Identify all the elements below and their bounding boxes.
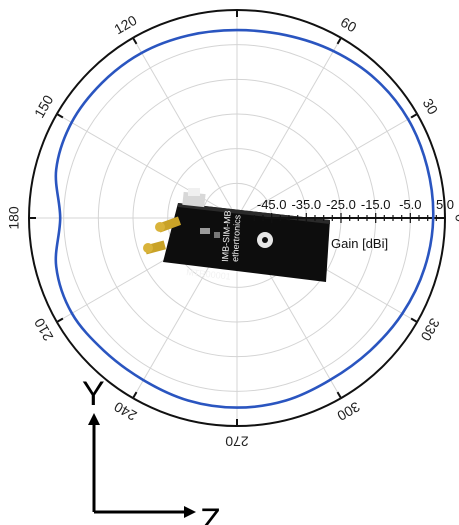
angle-label: 270 xyxy=(225,433,249,449)
angle-label: 150 xyxy=(31,92,57,120)
angle-label: 240 xyxy=(111,399,139,425)
angle-tick xyxy=(336,391,342,399)
angle-tick xyxy=(410,113,418,119)
angle-label: 300 xyxy=(334,399,362,425)
grid-spoke xyxy=(132,37,238,219)
radial-tick-label: -35.0 xyxy=(291,197,321,212)
grid-spoke xyxy=(236,113,418,219)
radial-tick-label: -15.0 xyxy=(361,197,391,212)
radial-tick-label: -45.0 xyxy=(257,197,287,212)
pcb-small-text: IMB-SIM-MB xyxy=(220,210,233,262)
angle-label: 0 xyxy=(452,214,459,222)
angle-label: 180 xyxy=(6,206,22,230)
pcb-board-image: ethertronics MTR00001 IMB-SIM-MB xyxy=(143,188,330,282)
grid-spoke xyxy=(236,37,342,219)
radial-tick-label: 5.0 xyxy=(436,197,454,212)
angle-label: 330 xyxy=(418,316,444,344)
pcb-part-text: MTR00001 xyxy=(186,267,231,282)
angle-label: 60 xyxy=(338,14,360,36)
z-axis-arrowhead xyxy=(184,506,196,518)
axes-indicator: Y Z xyxy=(82,375,221,525)
radiation-pattern-line xyxy=(54,28,435,409)
angle-tick xyxy=(56,317,64,323)
radial-tick-label: -25.0 xyxy=(326,197,356,212)
radial-scale: -45.0 -35.0 -25.0 -15.0 -5.0 5.0 xyxy=(253,197,454,223)
angle-tick xyxy=(132,391,138,399)
grid-spoke xyxy=(56,113,238,219)
angle-tick xyxy=(56,113,64,119)
angle-label: 120 xyxy=(111,12,139,38)
angle-label: 30 xyxy=(420,96,442,118)
y-axis-arrowhead xyxy=(88,413,100,425)
y-axis-letter: Y xyxy=(82,375,105,413)
gain-unit-label: Gain [dBi] xyxy=(331,236,388,251)
z-axis-letter: Z xyxy=(200,502,221,525)
angle-tick xyxy=(336,37,342,45)
angle-tick xyxy=(132,37,138,45)
angle-label: 210 xyxy=(31,315,57,343)
angle-label: 90 xyxy=(229,0,245,3)
radial-tick-label: -5.0 xyxy=(399,197,421,212)
pcb-brand-text: ethertronics xyxy=(230,214,242,262)
angle-tick xyxy=(410,317,418,323)
